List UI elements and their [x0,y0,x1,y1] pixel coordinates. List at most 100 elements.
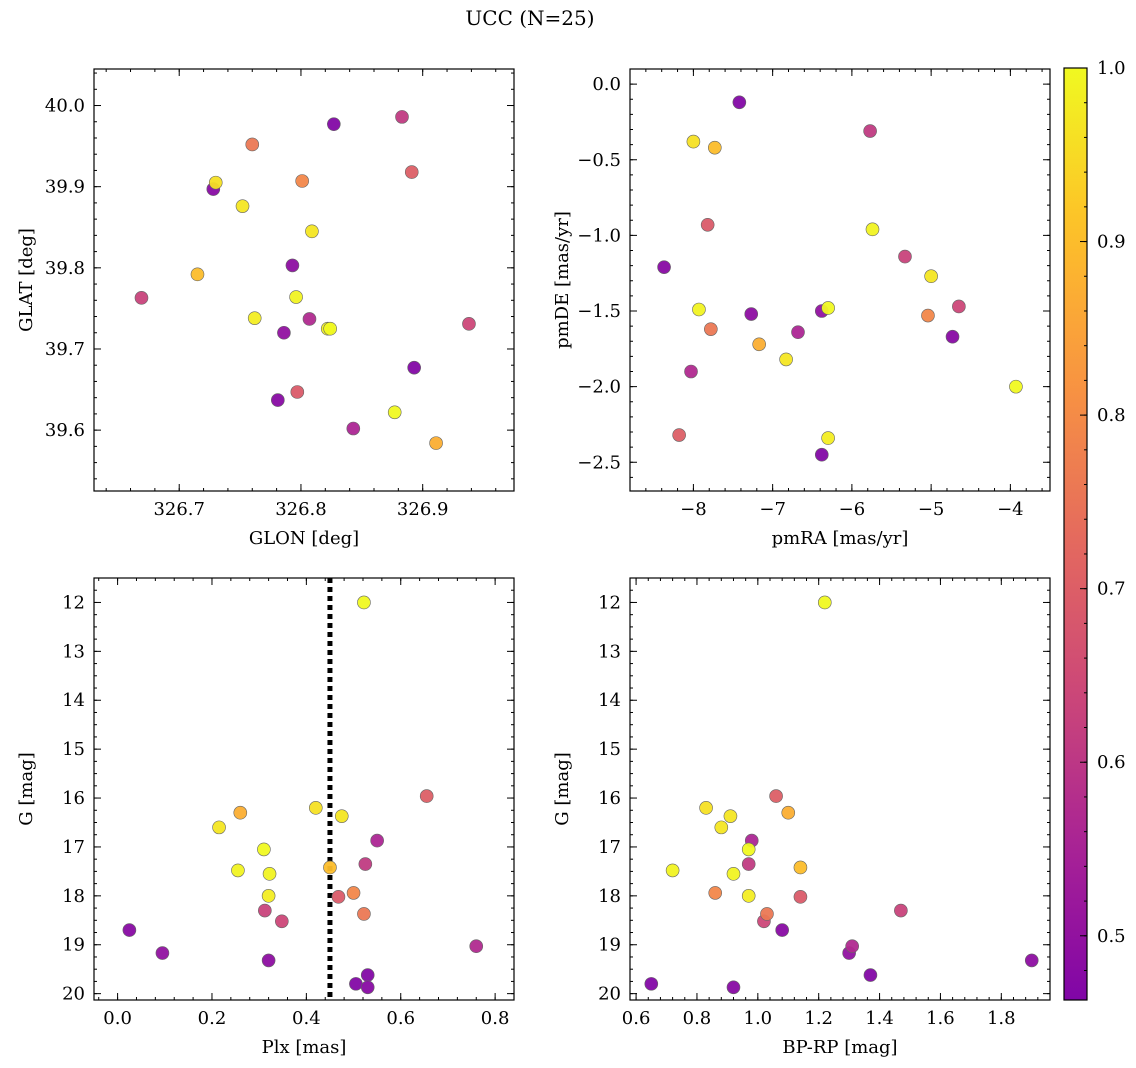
data-point [357,595,371,610]
data-point [261,953,276,968]
data-point [271,393,285,407]
y-tick-label: 14 [598,690,621,711]
data-point [429,436,443,450]
y-tick-label: 39.8 [45,258,85,279]
x-tick-label: 1.4 [865,1008,894,1029]
y-tick-label: 16 [598,788,621,809]
data-point [775,923,789,937]
x-tick-label: 0.4 [292,1008,321,1029]
data-point [732,95,747,110]
y-tick-label: 13 [598,641,621,662]
data-point [865,222,880,237]
y-tick-label: 15 [62,739,85,760]
x-axis-label: GLON [deg] [249,528,359,549]
subplot-3: 0.0 0.2 0.4 0.6 0.8 12 13 14 15 16 17 18 19 20 Plx [ma… [16,577,515,1058]
colorbar-gradient [1063,67,1088,1001]
data-point [726,980,741,995]
x-axis-label: Plx [mas] [262,1037,347,1058]
y-tick-label: 16 [62,788,85,809]
colorbar-tick-label: 0.8 [1097,405,1126,426]
figure-title: UCC (N=25) [465,6,595,30]
x-tick-label: 0.8 [481,1008,510,1029]
y-tick-label: −2.0 [577,377,621,398]
y-tick-label: 39.7 [45,339,85,360]
data-point [404,165,419,179]
data-point [952,299,966,314]
data-point [419,789,434,803]
data-point [714,820,729,835]
colorbar-tick-label: 0.7 [1097,579,1126,600]
axes-frame [629,68,1051,492]
data-point [323,860,337,875]
data-point [258,903,272,918]
colorbar-tick-label: 0.9 [1097,232,1126,253]
data-point [741,889,756,903]
data-point [235,199,250,213]
colorbar-tick-label: 0.5 [1097,926,1126,947]
data-point [684,364,698,379]
data-point [295,174,309,188]
colorbar-tick-label: 0.6 [1097,752,1126,773]
data-point [945,329,960,344]
data-point [360,968,375,982]
data-point [741,842,756,857]
data-point [817,595,832,610]
data-point [769,789,783,803]
x-tick-label: −6 [839,499,866,520]
subplot-2: −8 −7 −6 −5 −4 −2.5 −2.0 −1.5 −1.0 −0.5 0.0 pmRA [m… [552,68,1051,549]
data-point [665,863,680,878]
data-point [257,842,271,857]
y-tick-label: 40.0 [45,96,85,117]
y-tick-label: −2.5 [577,452,621,473]
y-axis-label: GLAT [deg] [16,228,37,332]
y-tick-label: 20 [62,984,85,1005]
x-tick-label: −7 [759,499,786,520]
x-tick-label: 0.6 [622,1008,651,1029]
data-point [407,360,421,375]
data-point [395,110,409,124]
y-tick-label: 39.6 [45,420,85,441]
data-point [924,269,938,284]
data-point [289,290,303,304]
x-tick-label: 1.0 [744,1008,773,1029]
x-axis-label: BP-RP [mag] [782,1037,897,1058]
data-point [245,137,260,152]
data-point [657,260,671,274]
data-point [894,903,908,918]
data-point [331,890,346,904]
data-point [358,857,373,871]
data-point [821,301,835,315]
data-point [672,428,686,442]
x-tick-label: 326.9 [397,499,449,520]
y-tick-label: 0.0 [592,74,621,95]
data-point [791,325,805,339]
data-point [275,914,289,929]
data-point [122,923,137,937]
x-axis-label: pmRA [mas/yr] [772,528,909,549]
x-tick-label: −8 [680,499,707,520]
data-point [752,337,766,352]
y-axis-label: G [mag] [16,752,37,825]
x-tick-label: 0.2 [198,1008,227,1029]
x-tick-label: 0.8 [683,1008,712,1029]
y-tick-label: 13 [62,641,85,662]
y-tick-label: 14 [62,690,85,711]
data-point [334,809,349,823]
data-point [462,317,476,331]
data-point [760,907,774,921]
data-point [308,801,323,815]
data-point [707,140,722,155]
x-tick-label: 0.6 [386,1008,415,1029]
y-tick-label: 17 [62,837,85,858]
subplot-4: 0.6 0.8 1.0 1.2 1.4 1.6 1.8 12 13 14 15 16 17 18 19 20 B… [552,577,1051,1058]
data-point [644,977,659,991]
data-point [134,291,149,305]
data-point [793,860,808,875]
data-point [898,249,912,264]
data-point [1009,379,1023,394]
data-point [327,117,341,131]
data-point [699,801,713,815]
y-tick-label: 12 [62,592,85,613]
data-point [357,907,371,921]
